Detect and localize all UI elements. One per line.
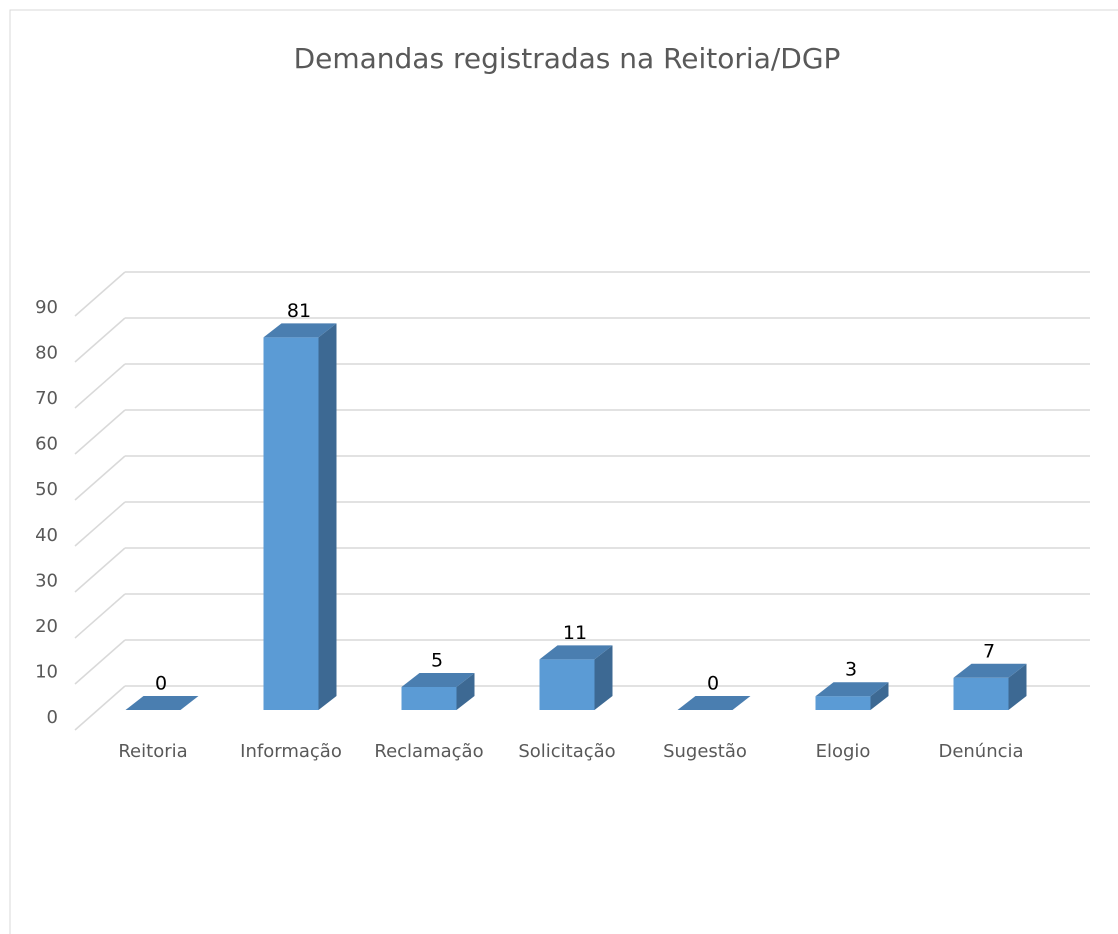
- bar-top: [815, 682, 889, 697]
- data-label: 7: [983, 640, 995, 662]
- data-label: 81: [287, 300, 311, 322]
- data-label: 11: [563, 622, 587, 644]
- x-tick-label: Denúncia: [938, 741, 1023, 762]
- grid-line-depth: [74, 317, 126, 363]
- bar-side: [318, 323, 337, 710]
- data-label: 5: [431, 650, 443, 672]
- grid-line-depth: [74, 593, 126, 639]
- bar-side: [1008, 663, 1027, 710]
- y-tick-label: 40: [35, 525, 58, 546]
- y-tick-label: 10: [35, 661, 58, 682]
- grid-line-depth: [74, 455, 126, 501]
- bar: [953, 677, 1009, 710]
- grid-line-depth: [74, 271, 126, 317]
- x-tick-label: Reitoria: [118, 741, 187, 762]
- data-label: 3: [845, 659, 857, 681]
- y-tick-label: 30: [35, 570, 58, 591]
- bar: [263, 337, 319, 710]
- x-tick-label: Elogio: [816, 741, 871, 762]
- bar-top: [125, 696, 199, 710]
- bar: [815, 696, 871, 710]
- bar-side: [456, 673, 475, 710]
- bar-top: [953, 663, 1027, 678]
- y-tick-label: 50: [35, 479, 58, 500]
- grid-line-depth: [74, 547, 126, 593]
- y-tick-label: 90: [35, 297, 58, 318]
- data-label: 0: [155, 673, 167, 695]
- bar-top: [263, 323, 337, 338]
- bar-top: [539, 645, 613, 660]
- grid-line-depth: [74, 685, 126, 731]
- x-tick-label: Solicitação: [518, 741, 615, 762]
- data-label: 0: [707, 673, 719, 695]
- bar-top: [401, 673, 475, 687]
- y-tick-label: 60: [35, 434, 58, 455]
- x-tick-label: Reclamação: [374, 741, 483, 762]
- bar: [539, 659, 595, 710]
- chart-frame: [9, 9, 1118, 934]
- grid-line-depth: [74, 501, 126, 547]
- y-tick-label: 20: [35, 616, 58, 637]
- bar-top: [677, 696, 751, 710]
- x-tick-label: Sugestão: [663, 741, 747, 762]
- y-tick-label: 70: [35, 388, 58, 409]
- bar-side: [870, 682, 889, 710]
- grid-line-depth: [74, 409, 126, 455]
- chart-title: Demandas registradas na Reitoria/DGP: [294, 42, 841, 75]
- bar: [401, 687, 457, 710]
- x-tick-label: Informação: [240, 741, 342, 762]
- bar-side: [594, 645, 613, 710]
- y-tick-label: 0: [47, 707, 58, 728]
- y-tick-label: 80: [35, 343, 58, 364]
- grid-line-depth: [74, 363, 126, 409]
- grid-line-depth: [74, 639, 126, 685]
